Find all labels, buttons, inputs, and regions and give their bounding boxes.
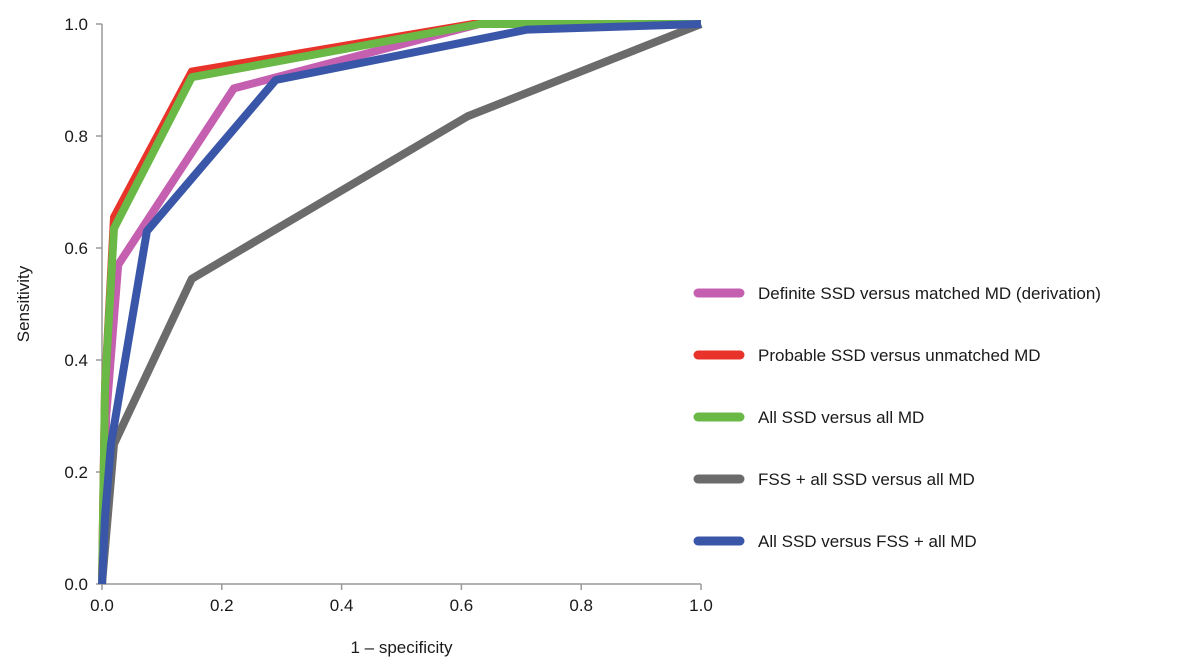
legend-label: Probable SSD versus unmatched MD — [758, 346, 1041, 365]
x-axis-title: 1 – specificity — [350, 638, 453, 657]
series-line-fss-all-ssd-versus-all-md — [98, 20, 703, 585]
y-tick-label: 0.8 — [64, 127, 88, 146]
y-tick-labels: 0.0 0.2 0.4 0.6 0.8 1.0 — [64, 15, 102, 594]
x-tick-label: 1.0 — [689, 596, 713, 615]
legend-label: All SSD versus all MD — [758, 408, 924, 427]
y-tick-label: 0.4 — [64, 351, 88, 370]
legend-label: All SSD versus FSS + all MD — [758, 532, 977, 551]
x-tick-label: 0.4 — [330, 596, 354, 615]
legend-label: FSS + all SSD versus all MD — [758, 470, 975, 489]
x-tick-label: 0.6 — [450, 596, 474, 615]
series-line-all-ssd-versus-fss-all-md — [98, 20, 702, 585]
axes — [101, 24, 701, 585]
y-tick-label: 0.6 — [64, 239, 88, 258]
y-tick-label: 0.0 — [64, 575, 88, 594]
series-line-probable-ssd-versus-unmatched-md — [98, 20, 701, 585]
series-line-definite-ssd-versus-matched-md-derivation — [98, 20, 701, 585]
series-lines — [98, 20, 703, 585]
x-tick-label: 0.2 — [210, 596, 234, 615]
y-tick-label: 0.2 — [64, 463, 88, 482]
legend-label: Definite SSD versus matched MD (derivati… — [758, 284, 1101, 303]
series-line-all-ssd-versus-all-md — [98, 20, 701, 585]
y-tick-label: 1.0 — [64, 15, 88, 34]
x-tick-label: 0.0 — [90, 596, 114, 615]
legend: Definite SSD versus matched MD (derivati… — [693, 284, 1101, 551]
y-axis-title: Sensitivity — [14, 265, 33, 342]
x-tick-label: 0.8 — [569, 596, 593, 615]
x-tick-labels: 0.0 0.2 0.4 0.6 0.8 1.0 — [90, 584, 713, 615]
